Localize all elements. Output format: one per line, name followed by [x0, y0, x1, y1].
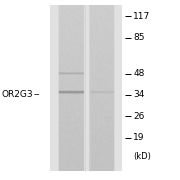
Text: 34: 34 — [133, 90, 145, 99]
Text: 117: 117 — [133, 12, 150, 21]
Text: 26: 26 — [133, 112, 145, 121]
Text: 85: 85 — [133, 33, 145, 42]
Text: --: -- — [33, 90, 40, 99]
Text: 19: 19 — [133, 133, 145, 142]
Text: (kD): (kD) — [133, 152, 151, 161]
Text: 48: 48 — [133, 69, 145, 78]
Text: OR2G3: OR2G3 — [2, 90, 33, 99]
